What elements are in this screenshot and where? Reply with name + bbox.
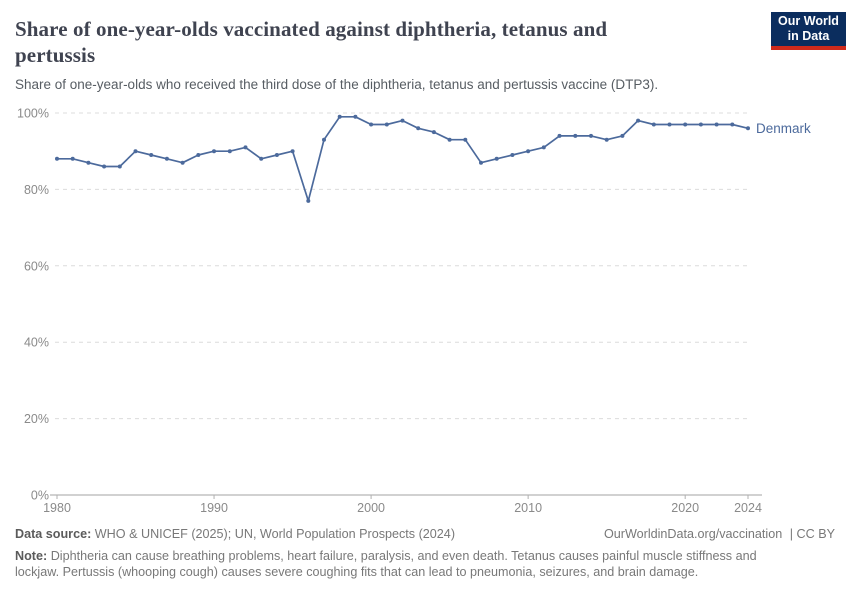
chart-area: 0% 20% 40% 60% 80% 100% 1980 1990 2000 2010 2020 20… [0,98,850,520]
data-point-1987[interactable] [164,156,169,161]
data-point-2021[interactable] [698,122,703,127]
data-point-2022[interactable] [714,122,719,127]
page-title-line1: Share of one-year-olds vaccinated agains… [15,17,608,41]
note-text: Diphtheria can cause breathing problems,… [15,549,757,579]
attribution: OurWorldinData.org/vaccination | CC BY [604,527,835,541]
y-tick-label-40: 40% [24,336,49,350]
data-point-2015[interactable] [604,137,609,142]
line-chart-canvas: 0% 20% 40% 60% 80% 100% 1980 1990 2000 2010 2020 20… [17,107,811,516]
page-title-line2: pertussis [15,43,96,67]
data-point-2009[interactable] [510,153,515,157]
data-point-2011[interactable] [541,145,546,150]
data-point-2014[interactable] [589,133,593,138]
data-point-1981[interactable] [70,156,75,161]
data-point-1995[interactable] [290,149,295,154]
owid-logo-line2: in Data [787,29,830,43]
data-point-1994[interactable] [274,153,279,157]
y-tick-label-0: 0% [31,489,49,503]
data-point-1997[interactable] [322,137,326,142]
y-tick-label-60: 60% [24,259,49,273]
data-point-1986[interactable] [149,153,154,157]
x-tick-label-1980: 1980 [43,501,71,515]
data-point-2018[interactable] [651,122,656,127]
data-point-2003[interactable] [416,126,421,131]
data-point-2010[interactable] [526,149,531,154]
x-tick-label-1990: 1990 [200,501,228,515]
data-point-2004[interactable] [431,130,436,135]
data-point-2023[interactable] [730,122,735,127]
data-point-2008[interactable] [494,156,499,161]
data-point-1989[interactable] [196,153,201,157]
owid-logo-line1: Our World [778,14,839,28]
data-point-1999[interactable] [353,114,358,119]
note-label: Note: [15,549,48,563]
data-point-2007[interactable] [479,160,483,165]
chart-subtitle: Share of one-year-olds who received the … [15,77,659,92]
data-point-2000[interactable] [369,122,374,127]
source-row: Data source: WHO & UNICEF (2025); UN, Wo… [15,527,835,541]
data-point-2019[interactable] [667,122,672,127]
license-badge: | CC BY [789,527,835,541]
data-point-1990[interactable] [212,149,216,154]
data-source-text: WHO & UNICEF (2025); UN, World Populatio… [94,527,456,541]
data-point-2013[interactable] [573,133,578,138]
data-point-1996[interactable] [306,198,311,203]
chart-footer: Data source: WHO & UNICEF (2025); UN, Wo… [15,527,835,580]
data-point-2002[interactable] [400,118,405,123]
data-point-2017[interactable] [636,118,641,123]
x-tick-label-2020: 2020 [671,501,699,515]
data-point-1980[interactable] [55,156,59,161]
data-point-1998[interactable] [337,114,342,119]
data-source: Data source: WHO & UNICEF (2025); UN, Wo… [15,527,455,541]
y-tick-label-100: 100% [17,107,49,121]
data-point-2001[interactable] [384,122,389,127]
data-point-2024[interactable] [746,126,750,131]
data-point-1982[interactable] [86,160,91,165]
x-tick-label-2010: 2010 [514,501,542,515]
data-point-2005[interactable] [447,137,452,142]
data-point-2012[interactable] [557,133,562,138]
owid-url-link[interactable]: OurWorldinData.org/vaccination [603,527,783,541]
data-point-2016[interactable] [620,133,625,138]
chart-note: Note: Diphtheria can cause breathing pro… [15,548,787,580]
data-point-1993[interactable] [259,156,264,161]
data-point-1991[interactable] [227,149,232,154]
data-point-2006[interactable] [463,137,468,142]
data-point-1983[interactable] [102,164,107,169]
series-line-denmark[interactable] [56,115,749,202]
data-point-1985[interactable] [133,149,138,154]
x-tick-label-2000: 2000 [357,501,385,515]
data-point-1992[interactable] [243,145,248,150]
data-point-1988[interactable] [180,160,185,165]
data-source-label: Data source: [15,527,92,541]
x-tick-label-2024: 2024 [734,501,762,515]
data-point-1984[interactable] [117,164,122,169]
y-tick-label-20: 20% [24,412,49,426]
page-title: Share of one-year-olds vaccinated agains… [15,16,735,68]
entity-label-denmark[interactable]: Denmark [756,121,811,136]
y-tick-label-80: 80% [24,183,49,197]
data-point-2020[interactable] [683,122,688,127]
owid-logo[interactable]: Our World in Data [771,12,846,50]
